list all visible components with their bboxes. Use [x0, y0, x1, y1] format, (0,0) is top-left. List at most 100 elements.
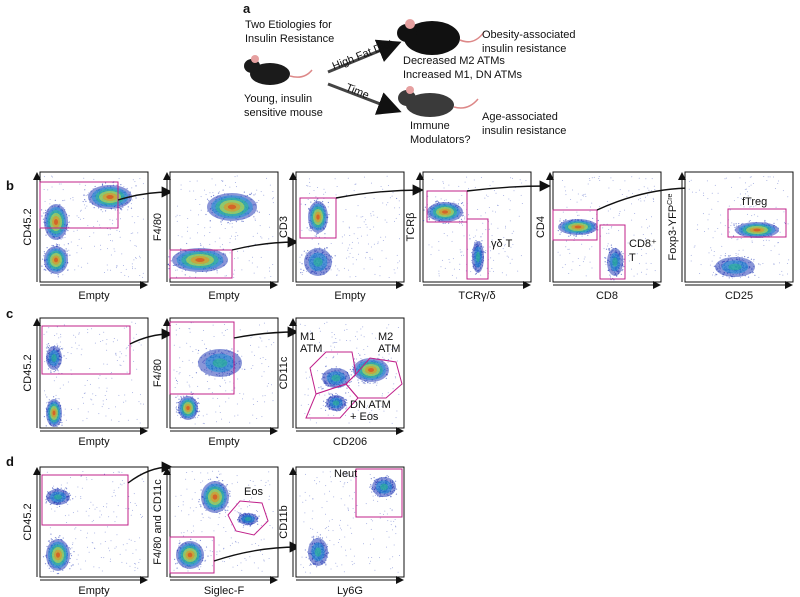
event-dot: [609, 274, 610, 275]
event-dot: [720, 257, 721, 258]
event-dot: [265, 395, 266, 396]
event-dot: [98, 413, 99, 414]
event-dot: [712, 193, 713, 194]
event-dot: [750, 177, 751, 178]
event-dot: [495, 212, 496, 213]
event-dot: [222, 220, 223, 221]
event-dot: [644, 200, 645, 201]
event-dot: [634, 235, 635, 236]
event-dot: [365, 219, 366, 220]
event-dot: [138, 401, 139, 402]
event-dot: [179, 347, 180, 348]
event-dot: [460, 249, 461, 250]
event-dot: [222, 244, 223, 245]
event-dot: [309, 178, 310, 179]
y-axis-label: F4/80: [152, 213, 164, 241]
event-dot: [123, 265, 124, 266]
flow-plot: γδ TTCRγ/δTCRβ: [405, 172, 548, 302]
event-dot: [59, 244, 60, 245]
x-axis-label: Empty: [78, 290, 110, 302]
event-dot: [43, 219, 44, 220]
event-dot: [485, 250, 486, 251]
event-dot: [732, 277, 733, 278]
event-dot: [178, 235, 179, 236]
event-dot: [435, 202, 436, 203]
event-dot: [220, 221, 221, 222]
event-dot: [251, 368, 252, 369]
event-dot: [613, 180, 614, 181]
event-dot: [357, 238, 358, 239]
event-dot: [228, 398, 229, 399]
event-dot: [131, 380, 132, 381]
event-dot: [776, 207, 777, 208]
event-dot: [126, 269, 127, 270]
event-dot: [77, 230, 78, 231]
event-dot: [631, 220, 632, 221]
event-dot: [118, 395, 119, 396]
event-dot: [481, 215, 482, 216]
event-dot: [624, 210, 625, 211]
event-dot: [71, 369, 72, 370]
event-dot: [469, 235, 470, 236]
event-dot: [48, 327, 49, 328]
event-dot: [758, 263, 759, 264]
event-dot: [517, 271, 518, 272]
event-dot: [187, 218, 188, 219]
event-dot: [774, 264, 775, 265]
event-dot: [780, 232, 781, 233]
event-dot: [114, 338, 115, 339]
event-dot: [135, 245, 136, 246]
event-dot: [502, 272, 503, 273]
event-dot: [751, 215, 752, 216]
event-dot: [46, 332, 47, 333]
event-dot: [43, 212, 44, 213]
event-dot: [68, 250, 69, 251]
event-dot: [647, 195, 648, 196]
event-dot: [324, 189, 325, 190]
event-dot: [83, 201, 84, 202]
event-dot: [383, 240, 384, 241]
event-dot: [598, 220, 599, 221]
x-axis-label: TCRγ/δ: [458, 290, 495, 302]
event-dot: [731, 187, 732, 188]
event-dot: [216, 421, 217, 422]
event-dot: [271, 384, 272, 385]
event-dot: [399, 260, 400, 261]
event-dot: [385, 219, 386, 220]
event-dot: [367, 252, 368, 253]
x-axis-label: Empty: [208, 290, 240, 302]
event-dot: [307, 227, 308, 228]
event-dot: [181, 185, 182, 186]
event-dot: [102, 184, 103, 185]
event-dot: [465, 182, 466, 183]
event-dot: [127, 347, 128, 348]
event-dot: [256, 418, 257, 419]
event-dot: [94, 246, 95, 247]
event-dot: [606, 249, 607, 250]
event-dot: [181, 189, 182, 190]
event-dot: [187, 231, 188, 232]
event-dot: [316, 236, 317, 237]
event-dot: [190, 346, 191, 347]
event-dot: [120, 184, 121, 185]
event-dot: [76, 252, 77, 253]
event-dot: [745, 193, 746, 194]
event-dot: [344, 268, 345, 269]
event-dot: [100, 245, 101, 246]
event-dot: [254, 273, 255, 274]
event-dot: [747, 191, 748, 192]
event-dot: [128, 206, 129, 207]
event-dot: [204, 235, 205, 236]
caption: Immune: [410, 120, 450, 132]
event-dot: [729, 232, 730, 233]
event-dot: [489, 271, 490, 272]
density: [316, 214, 319, 219]
event-dot: [565, 220, 566, 221]
event-dot: [463, 255, 464, 256]
event-dot: [469, 239, 470, 240]
event-dot: [123, 186, 124, 187]
event-dot: [59, 398, 60, 399]
event-dot: [381, 250, 382, 251]
event-dot: [264, 401, 265, 402]
event-dot: [694, 247, 695, 248]
